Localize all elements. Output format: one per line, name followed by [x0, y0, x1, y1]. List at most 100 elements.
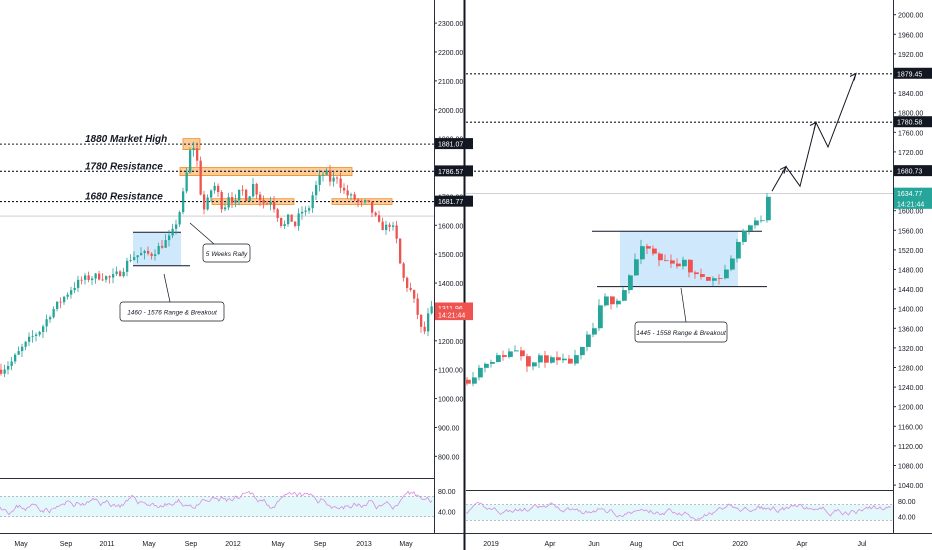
left-candle-body: [262, 199, 265, 204]
left-candle-body: [42, 326, 45, 332]
right-candle-body: [688, 259, 693, 273]
left-candle-body: [154, 254, 157, 256]
right-candle-body: [610, 296, 615, 305]
left-candle-body: [77, 279, 80, 288]
right-y-tick-label: 1440.00: [898, 287, 923, 294]
left-y-tick-label: 900.00: [438, 425, 460, 432]
left-y-tick-label: 1500.00: [438, 252, 463, 259]
left-candle-body: [423, 326, 426, 332]
right-candle-body: [598, 305, 603, 329]
right-candle-body: [754, 220, 759, 226]
left-candle-body: [28, 336, 31, 342]
right-candle-body: [496, 355, 501, 362]
left-range-box: [133, 232, 181, 266]
time-axis[interactable]: May Sep 2011 May Sep 2012 May Sep 2013 May 2019 Apr…: [14, 541, 867, 548]
left-candle-body: [280, 217, 283, 227]
left-candle-body: [269, 201, 272, 204]
left-rsi-pane[interactable]: 80.00 40.00: [0, 489, 456, 518]
left-x-tick-label: May: [271, 541, 285, 548]
left-candle-body: [185, 172, 188, 192]
right-candle-body: [502, 355, 507, 357]
left-candle-body: [290, 214, 293, 222]
right-price-label: 1634.77: [897, 191, 922, 198]
right-candle-body: [700, 274, 705, 277]
left-price-axis[interactable]: 2300.002200.002100.002000.001900.001800.…: [434, 21, 473, 461]
left-candle-body: [297, 213, 300, 226]
left-candle-body: [49, 317, 52, 320]
left-x-tick-label: Sep: [185, 541, 198, 548]
left-candle-body: [17, 351, 20, 355]
right-candle-body: [622, 290, 627, 301]
left-candle-body: [231, 197, 234, 203]
left-candle-body: [385, 224, 388, 231]
left-candle-body: [388, 224, 391, 227]
left-candle-body: [101, 279, 104, 281]
left-candle-body: [150, 253, 153, 256]
left-candle-body: [119, 271, 122, 277]
left-candle-body: [308, 208, 311, 211]
left-x-tick-label: May: [399, 541, 413, 548]
left-candle-body: [427, 313, 430, 332]
left-callout-box: [202, 243, 251, 263]
left-candle-body: [406, 277, 409, 288]
left-price-label-box: [435, 309, 473, 321]
right-y-tick-label: 1360.00: [898, 326, 923, 333]
left-candle-body: [336, 177, 339, 179]
left-candle-body: [395, 225, 398, 239]
right-x-tick-label: Apr: [797, 541, 809, 548]
right-rsi-tick-label: 40.00: [898, 514, 916, 521]
left-candle-body: [66, 294, 69, 297]
right-candle-body: [478, 367, 483, 378]
left-candle-body: [252, 183, 255, 197]
right-candle-body: [718, 278, 723, 280]
left-candle-body: [402, 263, 405, 278]
left-candle-body: [413, 289, 416, 299]
left-callout-label: 5 Weeks Rally: [206, 251, 248, 258]
left-candle-body: [266, 203, 269, 205]
right-y-tick-label: 1120.00: [898, 444, 923, 451]
right-candle-body: [712, 278, 717, 281]
left-candle-body: [87, 275, 90, 281]
left-candle-body: [182, 191, 185, 213]
left-candle-body: [73, 287, 76, 291]
left-candle-body: [98, 273, 101, 280]
left-candle-body: [192, 148, 195, 151]
right-rsi-tick-label: 80.00: [898, 499, 916, 506]
left-candle-body: [52, 308, 55, 318]
left-candle-body: [416, 298, 419, 315]
left-candle-body: [367, 200, 370, 202]
right-candle-body: [652, 248, 657, 254]
right-y-tick-label: 1520.00: [898, 248, 923, 255]
right-candle-body: [664, 260, 669, 262]
left-candle-body: [245, 189, 248, 202]
left-candle-body: [157, 245, 160, 255]
left-candle-body: [31, 335, 34, 337]
left-callout-label: 1460 - 1576 Range & Breakout: [127, 310, 218, 317]
left-candle-body: [374, 212, 377, 216]
right-price-label-box: [894, 67, 932, 79]
right-rsi-pane[interactable]: 80.00 40.00: [465, 499, 916, 522]
right-candle-body: [556, 357, 561, 361]
right-y-tick-label: 1720.00: [898, 150, 923, 157]
left-candle-body: [238, 189, 241, 201]
left-price-label: 1881.07: [438, 142, 463, 149]
right-price-pane[interactable]: 1445 - 1558 Range & Breakout: [466, 72, 893, 387]
left-candle-body: [45, 319, 48, 327]
left-price-pane[interactable]: 1880 Market High 1780 Resistance 1680 Resi…: [0, 134, 434, 378]
right-price-label: 1680.73: [897, 169, 922, 176]
left-candle-body: [199, 160, 202, 195]
left-candle-body: [122, 271, 125, 277]
left-candle-body: [360, 201, 363, 203]
right-candle-body: [628, 275, 633, 291]
left-price-label: 1681.77: [438, 199, 463, 206]
left-price-label-box: [435, 138, 473, 150]
right-callout-box: [634, 321, 728, 343]
left-candle-body: [105, 276, 108, 280]
left-candle-body: [0, 369, 3, 374]
right-price-axis[interactable]: 2000.001960.001920.001880.001840.001800.…: [893, 13, 932, 490]
left-candle-body: [7, 366, 10, 370]
left-rsi-line: [0, 490, 433, 516]
left-candle-body: [196, 148, 199, 161]
right-y-tick-label: 1160.00: [898, 424, 923, 431]
left-candle-body: [304, 210, 307, 212]
